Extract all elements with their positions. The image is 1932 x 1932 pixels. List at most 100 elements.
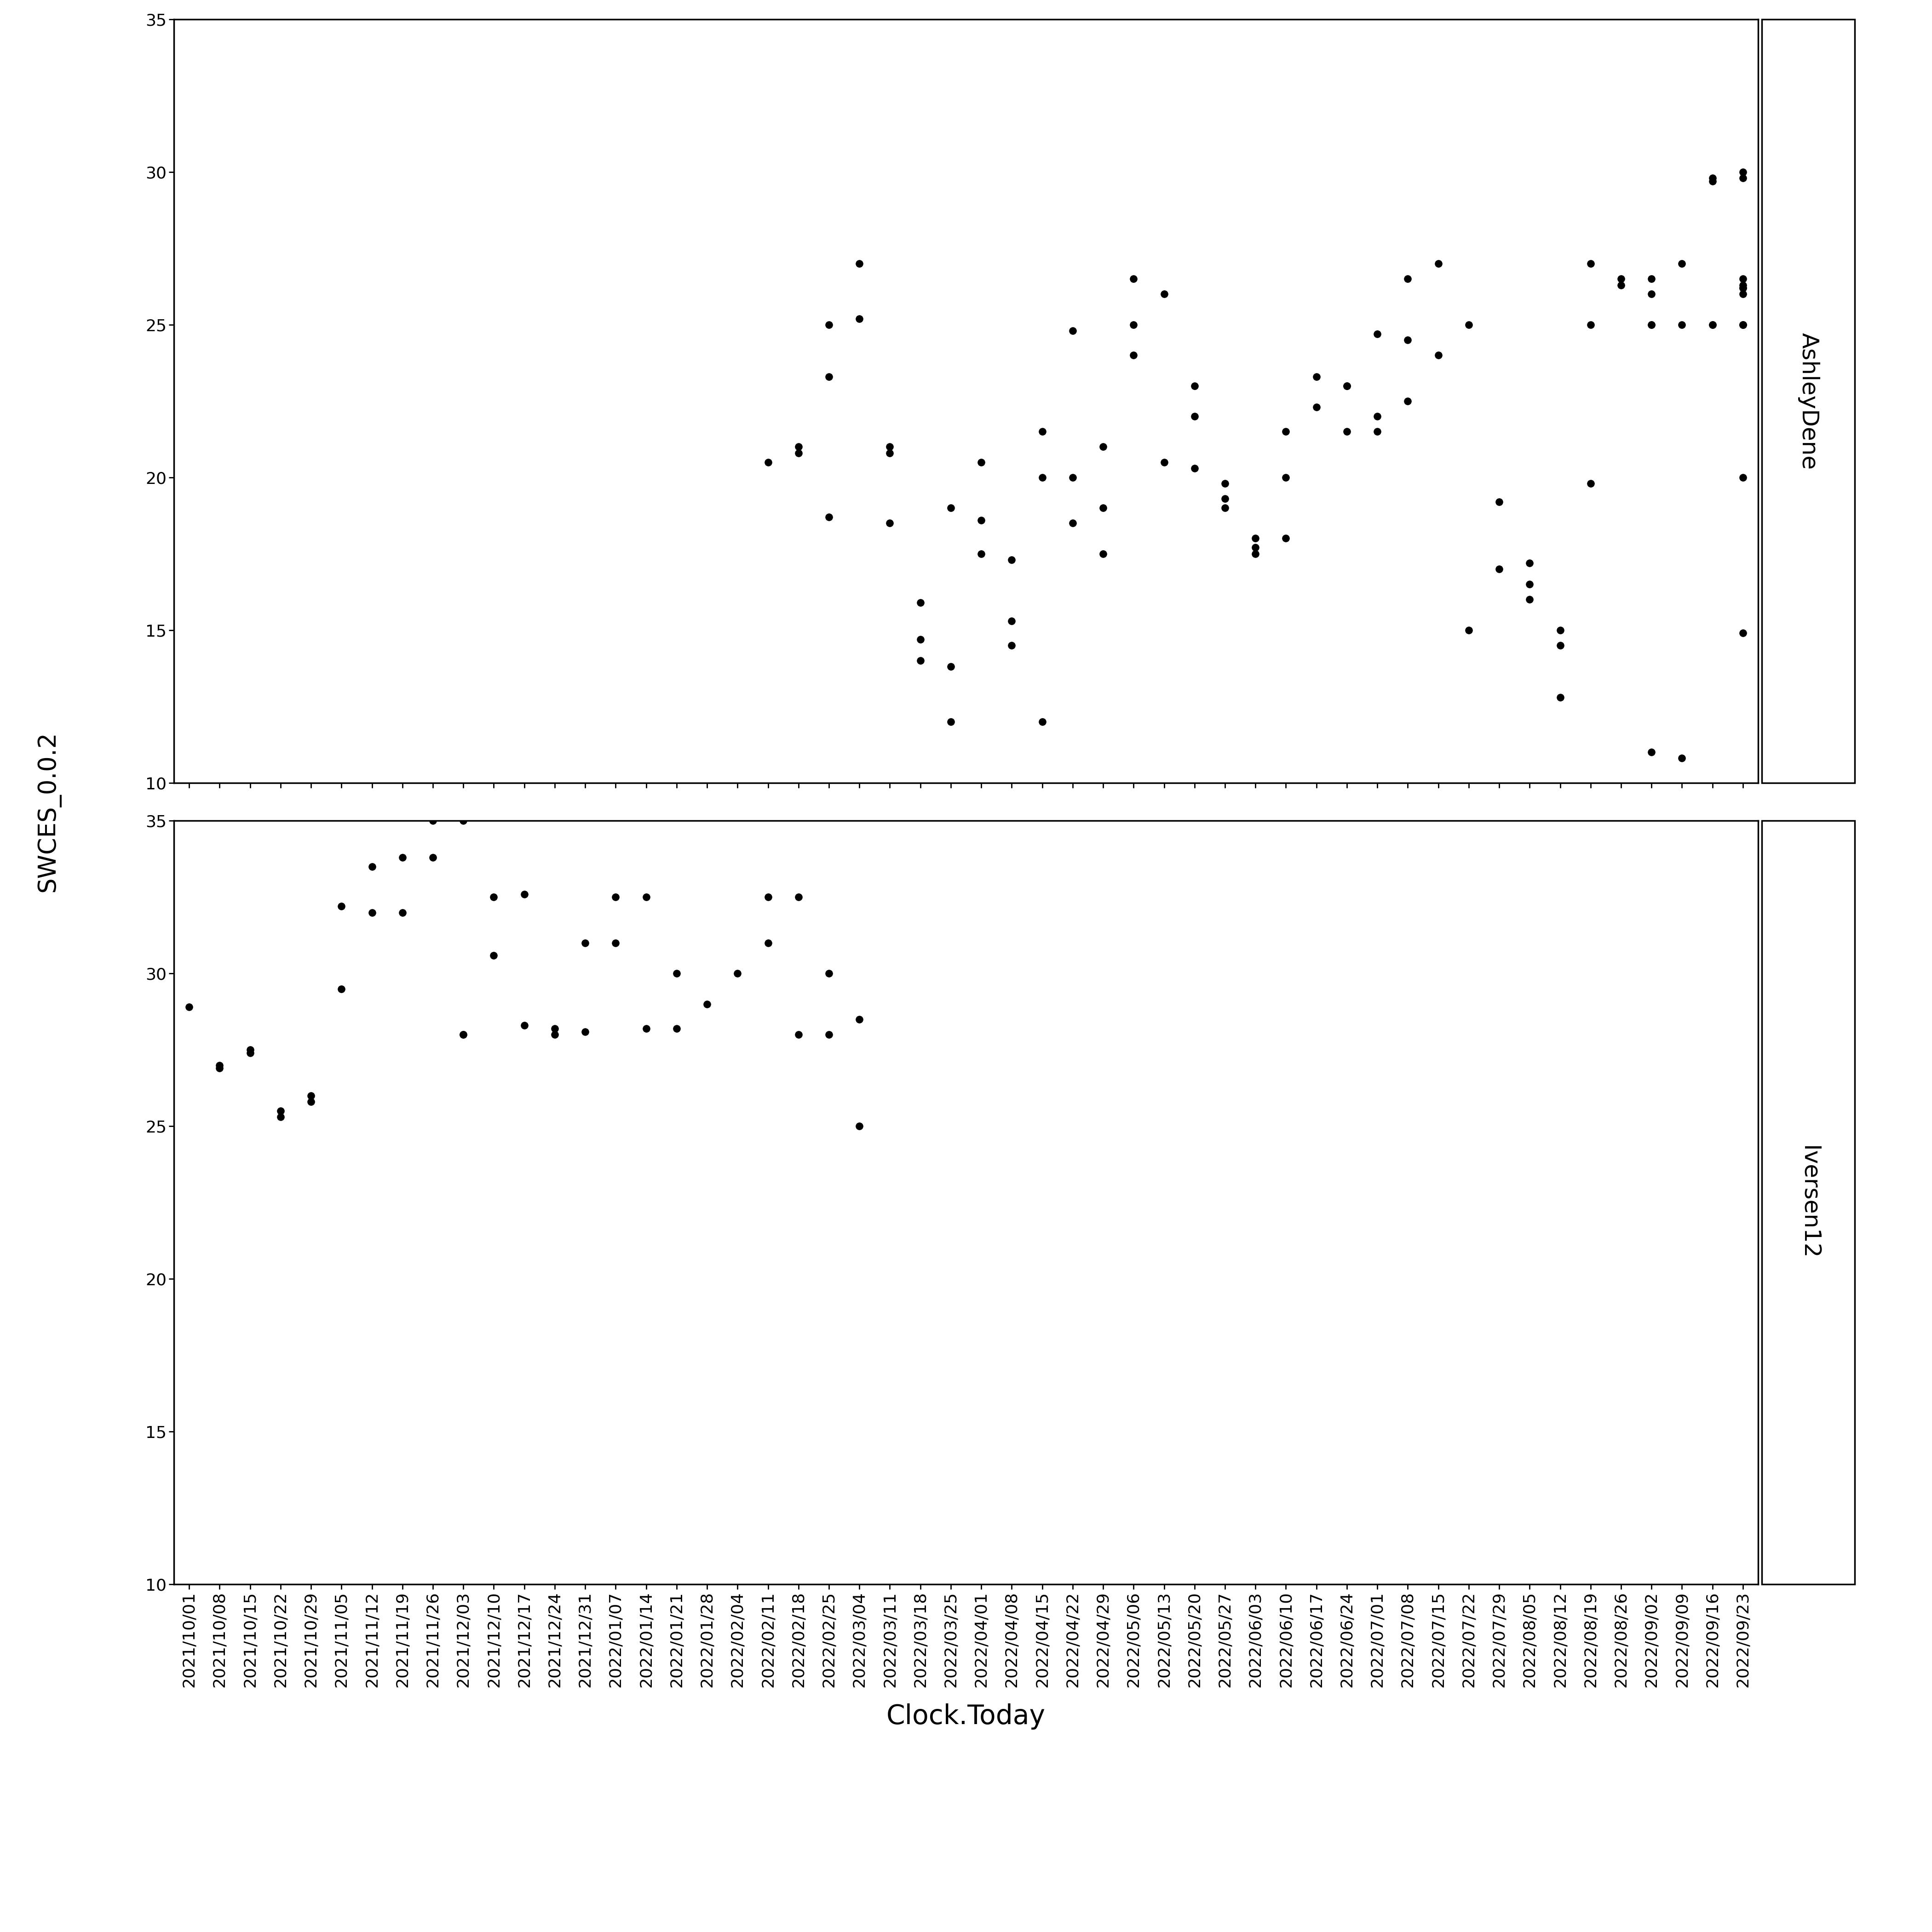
Point (935, 707, 966, 738)
Point (1727, 278, 1758, 309)
Point (448, 1020, 479, 1051)
Point (386, 842, 417, 873)
Point (844, 796, 875, 827)
Point (265, 1101, 296, 1132)
Point (1667, 247, 1698, 278)
Point (539, 1012, 570, 1043)
Point (875, 431, 906, 462)
Point (1179, 400, 1209, 431)
Point (417, 806, 448, 837)
Point (966, 539, 997, 570)
Point (601, 927, 632, 958)
Point (966, 504, 997, 535)
Point (723, 790, 753, 821)
Point (1148, 278, 1179, 309)
Point (1393, 263, 1424, 294)
Point (1515, 583, 1546, 614)
Point (1727, 272, 1758, 303)
Point (1696, 309, 1727, 340)
Point (782, 431, 813, 462)
Point (904, 645, 935, 676)
Point (1362, 400, 1393, 431)
Point (875, 437, 906, 468)
Point (1546, 630, 1577, 661)
Text: SWCES_0.0.2: SWCES_0.0.2 (37, 730, 60, 893)
Point (570, 1016, 601, 1047)
Point (1057, 462, 1088, 493)
Text: Iversen12: Iversen12 (1797, 1146, 1820, 1260)
Point (844, 247, 875, 278)
Point (844, 1111, 875, 1142)
Point (813, 361, 844, 392)
Point (753, 446, 784, 477)
Point (1331, 371, 1362, 402)
Point (1026, 707, 1057, 738)
Point (1057, 508, 1088, 539)
Point (1393, 386, 1424, 417)
Point (904, 587, 935, 618)
Point (601, 881, 632, 912)
Point (813, 958, 844, 989)
Point (813, 502, 844, 533)
Point (782, 1020, 813, 1051)
Point (1209, 493, 1240, 524)
Point (1636, 309, 1667, 340)
Point (1119, 340, 1150, 371)
Text: AshleyDene: AshleyDene (1797, 332, 1820, 469)
Point (935, 651, 966, 682)
Point (813, 1020, 844, 1051)
Point (997, 545, 1028, 576)
Point (327, 974, 357, 1005)
Point (1362, 319, 1393, 350)
Point (935, 493, 966, 524)
Point (1026, 415, 1057, 446)
Point (1240, 524, 1271, 554)
X-axis label: Clock.Today: Clock.Today (887, 1704, 1045, 1729)
Point (1484, 487, 1515, 518)
Point (1546, 682, 1577, 713)
Point (844, 303, 875, 334)
Point (1727, 618, 1758, 649)
Point (813, 309, 844, 340)
Point (1575, 247, 1605, 278)
Point (1240, 531, 1271, 562)
Point (1088, 539, 1119, 570)
Point (1331, 371, 1362, 402)
Point (1636, 263, 1667, 294)
Point (1727, 309, 1758, 340)
Point (1696, 162, 1727, 193)
Point (1271, 524, 1302, 554)
Point (1300, 392, 1331, 423)
Point (205, 1053, 236, 1084)
Point (479, 881, 510, 912)
Point (1727, 162, 1758, 193)
Point (296, 1080, 327, 1111)
Point (355, 896, 386, 927)
Point (1727, 156, 1758, 187)
Point (1057, 315, 1088, 346)
Point (875, 508, 906, 539)
Point (1119, 309, 1150, 340)
Point (1636, 309, 1667, 340)
Point (508, 879, 539, 910)
Point (508, 1010, 539, 1041)
Point (844, 1005, 875, 1036)
Point (1696, 309, 1727, 340)
Point (997, 605, 1028, 636)
Point (904, 624, 935, 655)
Point (1362, 415, 1393, 446)
Point (1667, 309, 1698, 340)
Point (630, 1012, 661, 1043)
Point (1240, 539, 1271, 570)
Point (1515, 568, 1546, 599)
Point (448, 806, 479, 837)
Point (1515, 547, 1546, 578)
Point (753, 881, 784, 912)
Point (539, 1020, 570, 1051)
Point (1088, 431, 1119, 462)
Point (661, 1012, 692, 1043)
Point (1575, 468, 1605, 498)
Point (966, 446, 997, 477)
Point (1727, 309, 1758, 340)
Point (386, 896, 417, 927)
